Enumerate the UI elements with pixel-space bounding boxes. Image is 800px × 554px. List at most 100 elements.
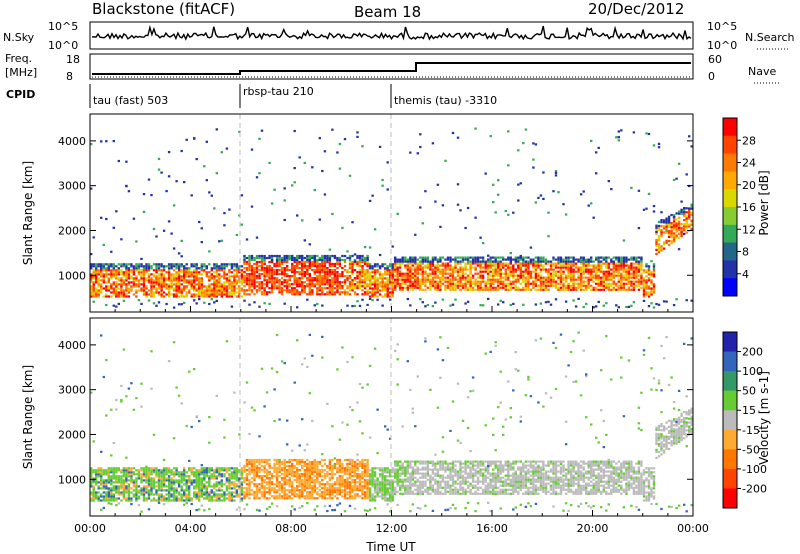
- data-cell: [404, 260, 407, 263]
- data-cell: [220, 479, 223, 482]
- data-cell: [291, 293, 294, 296]
- data-cell: [280, 466, 284, 470]
- data-cell: [323, 277, 327, 280]
- data-cell: [461, 274, 465, 277]
- data-cell: [366, 271, 369, 274]
- data-cell: [677, 162, 681, 165]
- data-cell: [238, 277, 241, 280]
- data-cell: [627, 305, 631, 308]
- data-cell: [303, 477, 306, 480]
- data-cell: [122, 473, 126, 476]
- data-cell: [469, 256, 472, 259]
- data-cell: [587, 286, 590, 289]
- data-cell: [358, 285, 362, 288]
- data-cell: [585, 288, 588, 291]
- data-cell: [539, 288, 543, 291]
- data-cell: [195, 263, 198, 266]
- data-cell: [657, 220, 661, 223]
- data-cell: [95, 289, 98, 292]
- data-cell: [519, 266, 522, 269]
- data-cell: [122, 479, 126, 482]
- data-cell: [265, 475, 269, 478]
- data-cell: [147, 473, 151, 476]
- data-cell: [590, 256, 593, 259]
- data-cell: [509, 268, 512, 271]
- data-cell: [253, 460, 256, 464]
- data-cell: [336, 285, 339, 288]
- data-cell: [142, 267, 146, 270]
- data-cell: [507, 164, 510, 167]
- data-cell: [642, 289, 646, 292]
- data-cell: [142, 193, 146, 196]
- data-cell: [368, 277, 372, 280]
- data-cell: [627, 268, 631, 271]
- data-cell: [316, 258, 319, 262]
- data-cell: [92, 489, 95, 492]
- data-cell: [265, 477, 269, 480]
- data-cell: [208, 477, 211, 480]
- data-cell: [389, 271, 392, 274]
- data-cell: [185, 493, 188, 496]
- data-cell: [522, 270, 525, 273]
- data-cell: [296, 277, 299, 280]
- data-cell: [534, 274, 538, 277]
- data-cell: [200, 263, 203, 266]
- data-cell: [421, 270, 424, 273]
- data-cell: [150, 291, 153, 294]
- data-cell: [275, 281, 279, 284]
- data-cell: [537, 266, 540, 269]
- data-cell: [278, 260, 281, 264]
- data-cell: [200, 279, 203, 282]
- data-cell: [343, 281, 347, 284]
- data-cell: [92, 289, 95, 292]
- data-cell: [180, 477, 183, 480]
- data-cell: [127, 269, 131, 272]
- data-cell: [100, 493, 103, 496]
- data-cell: [313, 458, 316, 462]
- data-cell: [399, 264, 402, 267]
- data-cell: [652, 144, 656, 147]
- data-cell: [127, 479, 131, 482]
- data-cell: [177, 289, 181, 292]
- data-cell: [235, 508, 239, 511]
- data-cell: [610, 282, 613, 285]
- data-cell: [127, 467, 131, 470]
- data-cell: [288, 473, 291, 476]
- data-cell: [358, 258, 362, 262]
- data-cell: [474, 127, 477, 130]
- data-cell: [308, 460, 311, 464]
- data-cell: [640, 282, 643, 285]
- data-cell: [198, 487, 201, 490]
- data-cell: [534, 270, 538, 273]
- data-cell: [685, 299, 688, 302]
- data-cell: [542, 280, 545, 283]
- data-cell: [476, 288, 480, 291]
- data-cell: [137, 469, 141, 472]
- data-cell: [318, 493, 321, 496]
- data-cell: [321, 267, 324, 270]
- data-cell: [577, 266, 580, 269]
- data-cell: [250, 460, 254, 464]
- data-cell: [620, 288, 623, 291]
- data-cell: [195, 481, 198, 484]
- data-cell: [469, 286, 472, 289]
- data-cell: [632, 272, 636, 275]
- data-cell: [260, 287, 264, 290]
- data-cell: [595, 264, 598, 267]
- data-cell: [630, 274, 633, 277]
- data-cell: [399, 272, 402, 275]
- data-cell: [547, 282, 550, 285]
- data-cell: [514, 286, 517, 289]
- data-cell: [112, 485, 115, 488]
- data-cell: [170, 477, 173, 480]
- data-cell: [223, 491, 226, 494]
- data-cell: [175, 287, 178, 290]
- data-cell: [210, 283, 213, 286]
- data-cell: [265, 279, 269, 282]
- data-cell: [564, 288, 568, 291]
- data-cell: [258, 483, 261, 486]
- data-cell: [112, 289, 115, 292]
- data-cell: [291, 489, 294, 492]
- data-cell: [371, 283, 374, 286]
- data-cell: [537, 276, 540, 279]
